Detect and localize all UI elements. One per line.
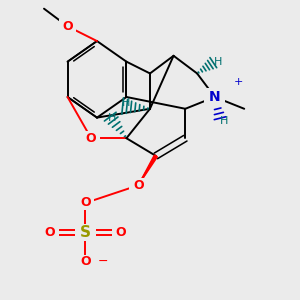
Text: N: N [209, 90, 220, 104]
Text: S: S [80, 225, 91, 240]
Bar [82, 131, 100, 146]
Text: O: O [80, 196, 91, 209]
Text: O: O [80, 255, 91, 268]
Text: O: O [62, 20, 73, 33]
Text: H: H [219, 116, 228, 126]
Text: −: − [98, 255, 108, 268]
Text: H: H [122, 98, 130, 108]
Text: +: + [234, 77, 243, 87]
Text: O: O [45, 226, 55, 239]
Bar [205, 88, 225, 106]
Text: O: O [115, 226, 126, 239]
Bar [59, 19, 76, 34]
Bar [112, 225, 129, 240]
Bar [75, 224, 95, 241]
Polygon shape [138, 155, 158, 185]
Text: H: H [107, 112, 116, 123]
Bar [76, 254, 94, 269]
Bar [76, 196, 94, 210]
Text: O: O [133, 179, 143, 192]
Bar [41, 225, 59, 240]
Text: O: O [86, 132, 96, 145]
Text: H: H [214, 57, 222, 67]
Bar [129, 178, 147, 193]
